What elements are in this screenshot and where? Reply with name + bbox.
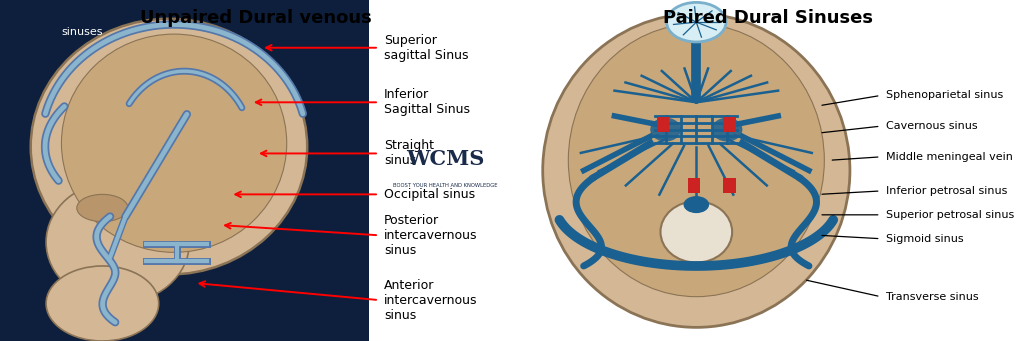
Text: Middle meningeal vein: Middle meningeal vein xyxy=(886,152,1013,162)
Text: Paired Dural Sinuses: Paired Dural Sinuses xyxy=(663,9,873,27)
Text: Occipital sinus: Occipital sinus xyxy=(384,188,475,201)
Ellipse shape xyxy=(650,118,681,142)
Text: BOOST YOUR HEALTH AND KNOWLEDGE: BOOST YOUR HEALTH AND KNOWLEDGE xyxy=(393,183,498,188)
Bar xyxy=(657,117,670,132)
Text: Superior
sagittal Sinus: Superior sagittal Sinus xyxy=(384,34,469,62)
Bar xyxy=(723,178,735,193)
Circle shape xyxy=(684,196,709,213)
Ellipse shape xyxy=(712,118,742,142)
Ellipse shape xyxy=(543,14,850,327)
Text: Transverse sinus: Transverse sinus xyxy=(886,292,978,302)
Circle shape xyxy=(667,2,726,42)
Text: Cavernous sinus: Cavernous sinus xyxy=(886,121,977,131)
Bar xyxy=(688,178,700,193)
Text: Posterior
intercavernous
sinus: Posterior intercavernous sinus xyxy=(384,214,477,257)
Text: Straight
sinus: Straight sinus xyxy=(384,139,434,167)
Text: WCMS: WCMS xyxy=(407,149,484,168)
Ellipse shape xyxy=(660,201,732,263)
Text: Sphenoparietal sinus: Sphenoparietal sinus xyxy=(886,90,1004,101)
Ellipse shape xyxy=(31,19,307,275)
Text: Unpaired Dural venous: Unpaired Dural venous xyxy=(140,9,372,27)
Bar xyxy=(723,117,735,132)
Text: Inferior
Sagittal Sinus: Inferior Sagittal Sinus xyxy=(384,88,470,116)
Text: Anterior
intercavernous
sinus: Anterior intercavernous sinus xyxy=(384,279,477,322)
Ellipse shape xyxy=(61,34,287,252)
Text: Sigmoid sinus: Sigmoid sinus xyxy=(886,234,964,244)
Ellipse shape xyxy=(46,181,189,303)
Ellipse shape xyxy=(77,194,128,222)
Ellipse shape xyxy=(568,24,824,297)
Text: Superior petrosal sinus: Superior petrosal sinus xyxy=(886,210,1014,220)
Ellipse shape xyxy=(46,266,159,341)
Text: Inferior petrosal sinus: Inferior petrosal sinus xyxy=(886,186,1008,196)
Bar xyxy=(0,0,369,341)
Text: sinuses: sinuses xyxy=(61,27,103,37)
